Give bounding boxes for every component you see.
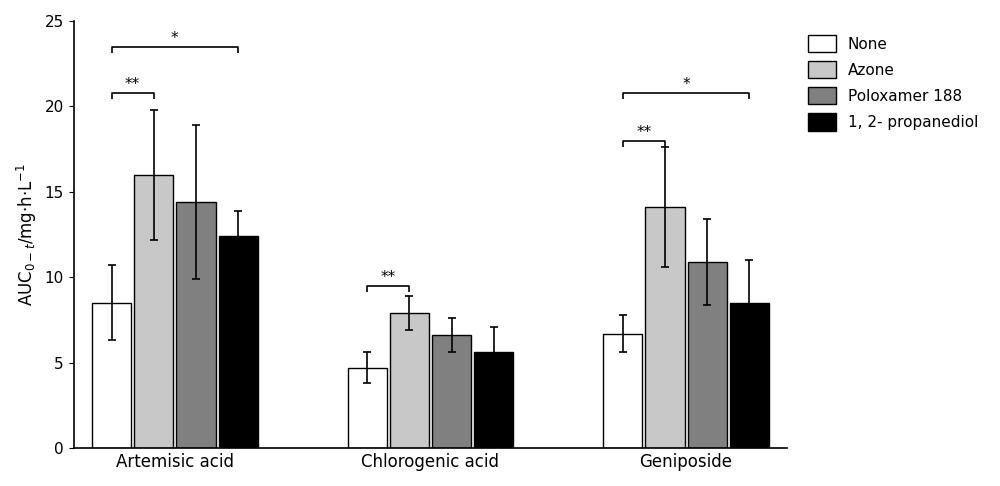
Bar — [688, 262, 727, 448]
Bar — [390, 313, 429, 448]
Text: **: ** — [125, 77, 140, 92]
Bar — [348, 368, 387, 448]
Y-axis label: AUC$_{0-t}$/mg·h·L$^{-1}$: AUC$_{0-t}$/mg·h·L$^{-1}$ — [15, 163, 39, 306]
Bar — [134, 175, 173, 448]
Bar — [474, 352, 513, 448]
Text: **: ** — [381, 270, 396, 285]
Bar — [603, 334, 642, 448]
Text: **: ** — [636, 125, 651, 140]
Bar — [432, 335, 471, 448]
Bar — [730, 303, 769, 448]
Bar — [92, 303, 131, 448]
Bar — [219, 236, 258, 448]
Text: *: * — [682, 77, 690, 92]
Legend: None, Azone, Poloxamer 188, 1, 2- propanediol: None, Azone, Poloxamer 188, 1, 2- propan… — [802, 29, 984, 137]
Bar — [176, 202, 216, 448]
Text: *: * — [171, 31, 179, 46]
Bar — [645, 207, 685, 448]
